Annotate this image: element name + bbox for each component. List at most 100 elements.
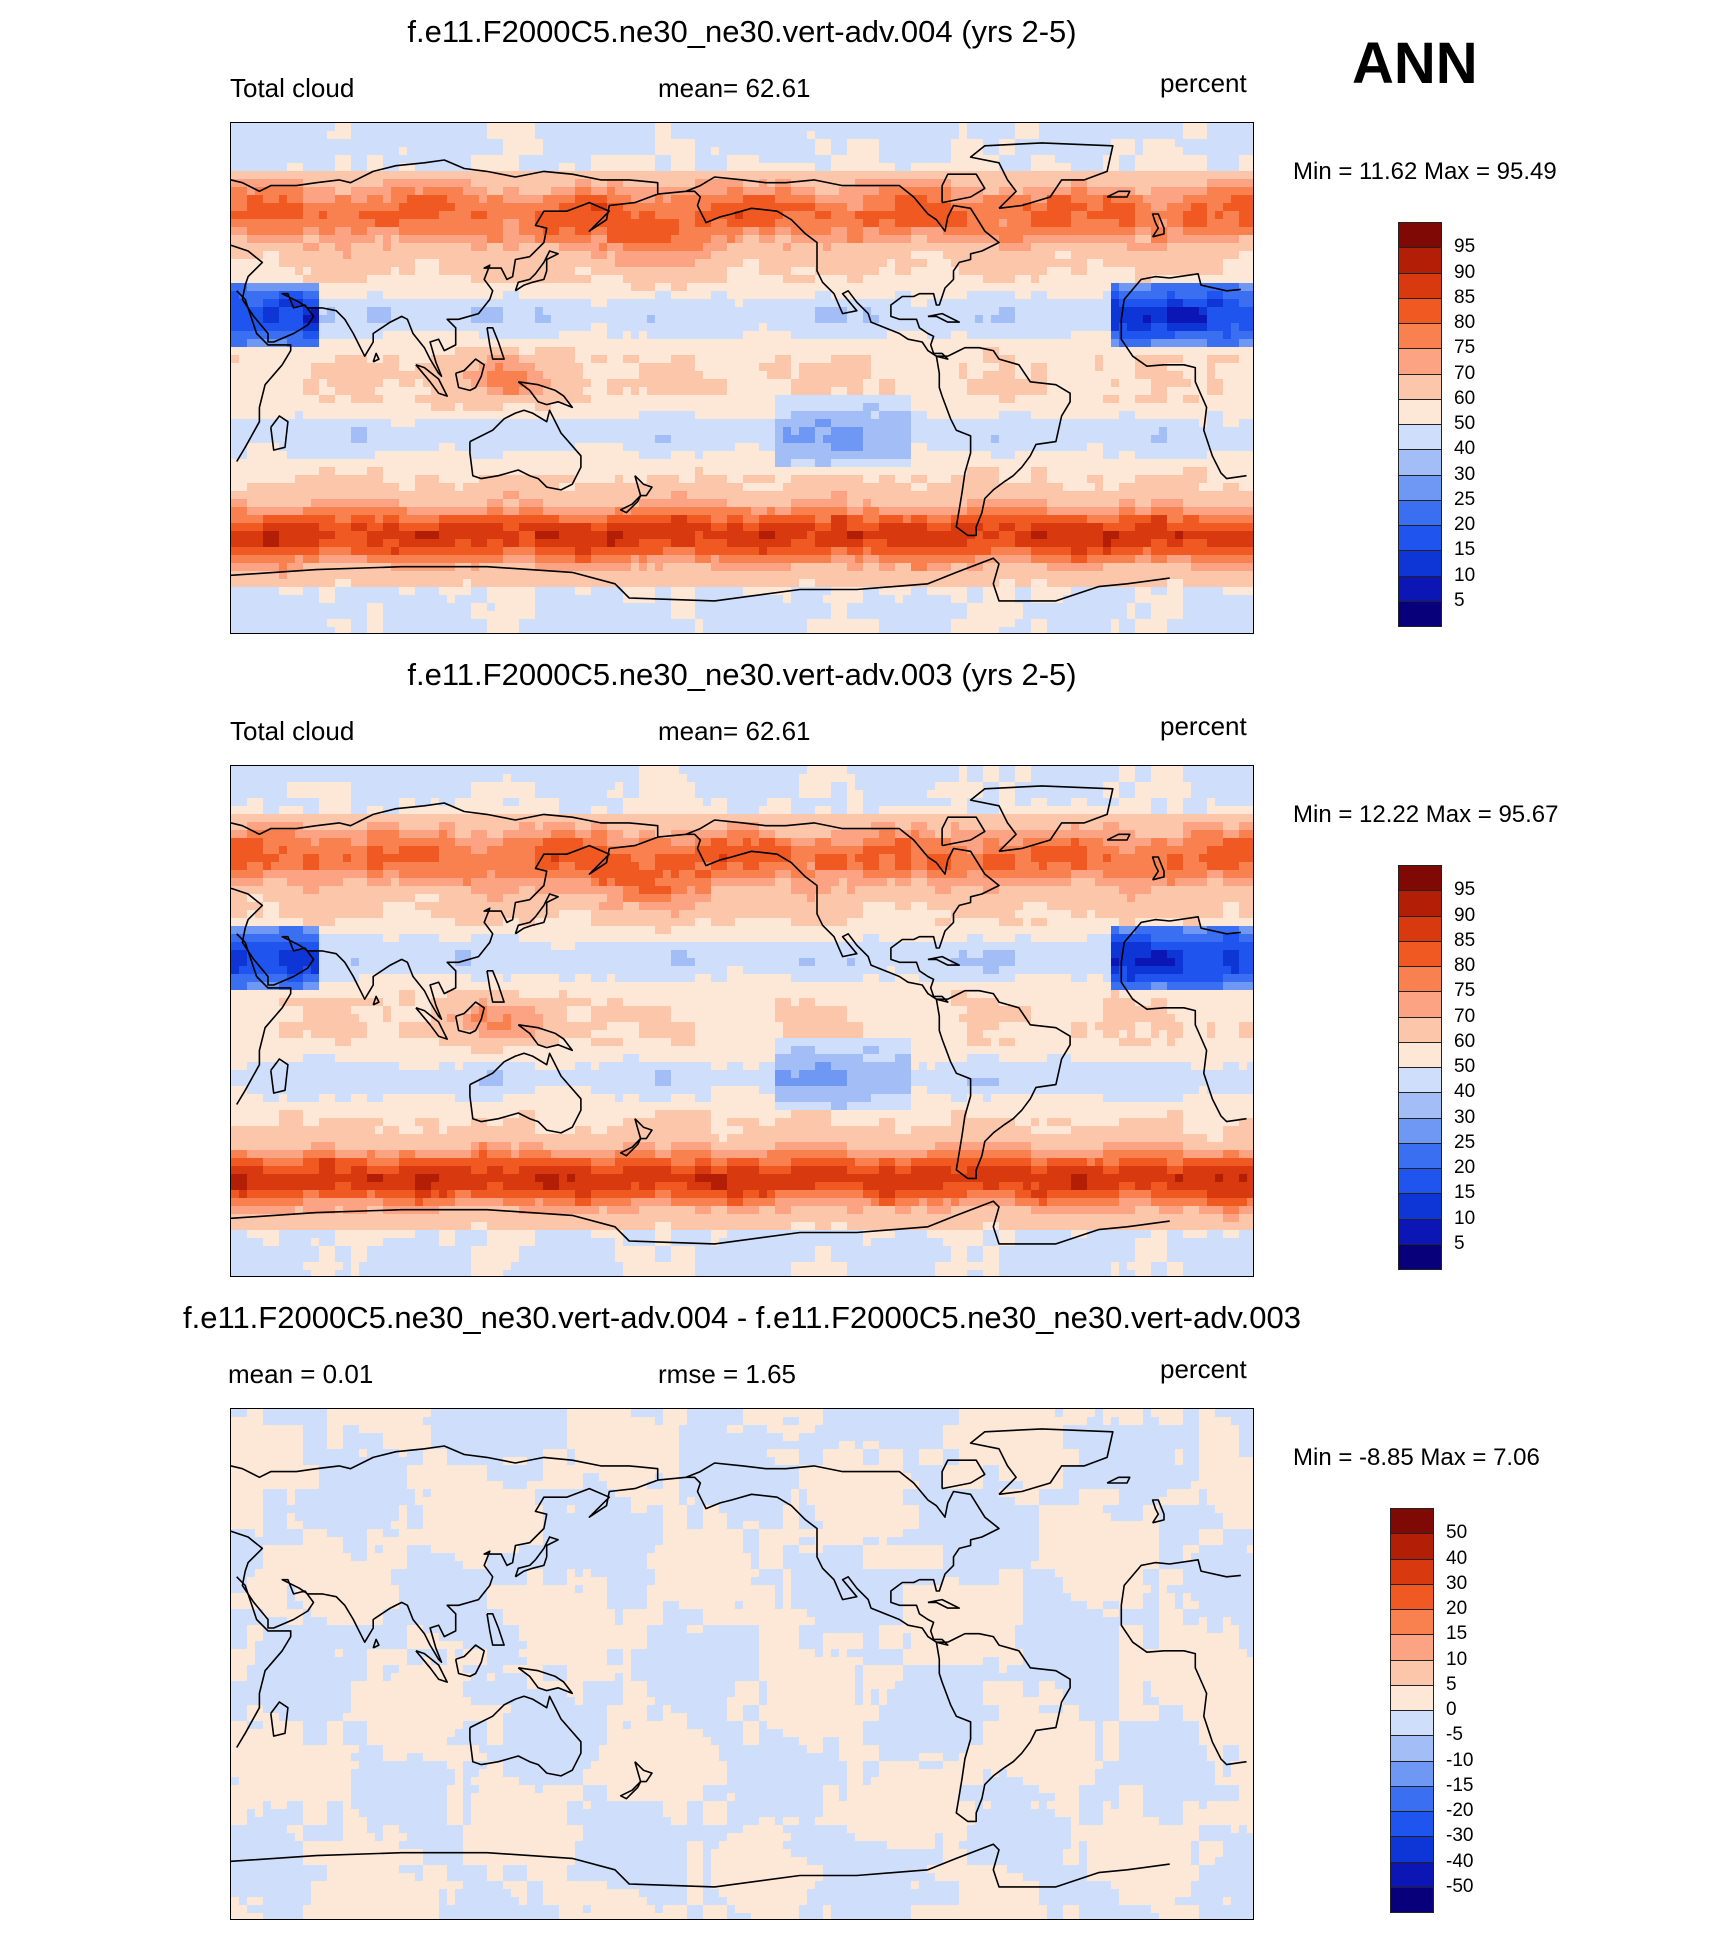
colorbar-tick-label: 5 — [1454, 590, 1465, 612]
colorbar-tick-label: 5 — [1446, 1674, 1457, 1696]
colorbar-tick-label: 20 — [1454, 1157, 1475, 1179]
colorbar-swatch — [1398, 398, 1442, 425]
colorbar-swatch — [1390, 1583, 1434, 1610]
coastline-path — [935, 346, 1071, 537]
coastline-path — [927, 1598, 960, 1609]
coastlines — [231, 142, 1247, 602]
colorbar-swatch — [1390, 1886, 1434, 1913]
map-canvas — [231, 123, 1253, 633]
colorbar-swatch — [1398, 550, 1442, 577]
panel-1-colorbar: 95 90 85 80 75 70 60 50 40 30 25 20 15 10 5 — [1398, 222, 1475, 627]
coastline-path — [517, 1024, 574, 1052]
colorbar-tick-label: 70 — [1454, 1006, 1475, 1028]
coastline-path — [236, 916, 1247, 1123]
panel-2-units-label: percent — [1160, 711, 1247, 742]
coastline-path — [372, 995, 380, 1006]
coastline-path — [469, 1695, 582, 1777]
coastline-path — [415, 364, 448, 397]
colorbar-swatch — [1390, 1634, 1434, 1661]
colorbar-tick-label: 20 — [1454, 514, 1475, 536]
coastline-path — [657, 819, 1000, 1003]
colorbar-swatch — [1390, 1659, 1434, 1686]
coastline-path — [969, 785, 1114, 853]
colorbar-tick-label: 15 — [1454, 539, 1475, 561]
coastline-path — [469, 1052, 582, 1134]
colorbar-tick-label: 50 — [1454, 413, 1475, 435]
colorbar-swatch — [1398, 915, 1442, 942]
colorbar-tick-label: 0 — [1446, 1699, 1457, 1721]
colorbar-swatch — [1398, 348, 1442, 375]
colorbar-swatch — [1398, 525, 1442, 552]
colorbar-swatch — [1390, 1735, 1434, 1762]
coastline-path — [486, 970, 505, 1003]
colorbar-swatch — [1390, 1760, 1434, 1787]
coastline-path — [935, 989, 1071, 1180]
colorbar-tick-label: 75 — [1454, 980, 1475, 1002]
colorbar-swatch — [1398, 373, 1442, 400]
coastline-path — [619, 495, 642, 514]
coastline-path — [941, 1459, 986, 1490]
colorbar-swatch — [1398, 1142, 1442, 1169]
panel-2-mean-label: mean= 62.61 — [658, 716, 811, 747]
colorbar-tick-label: 40 — [1454, 438, 1475, 460]
colorbar-tick-label: 25 — [1454, 1132, 1475, 1154]
colorbar-tick-label: 75 — [1454, 337, 1475, 359]
panel-3-map — [230, 1408, 1254, 1920]
coastline-path — [941, 173, 986, 204]
panel-1-title: f.e11.F2000C5.ne30_ne30.vert-adv.004 (yr… — [230, 14, 1254, 50]
coastline-path — [372, 352, 380, 363]
coastline-path — [514, 1536, 559, 1578]
colorbar-swatch — [1398, 600, 1442, 627]
colorbar-tick-label: 40 — [1446, 1548, 1467, 1570]
panel-3-mean-label: mean = 0.01 — [228, 1359, 373, 1390]
colorbar-tick-label: 50 — [1454, 1056, 1475, 1078]
coastline-path — [454, 1644, 485, 1678]
colorbar-tick-label: 95 — [1454, 879, 1475, 901]
colorbar-tick-label: -40 — [1446, 1851, 1473, 1873]
coastline-path — [415, 1007, 448, 1040]
coastline-path — [231, 802, 659, 1020]
panel-3-title: f.e11.F2000C5.ne30_ne30.vert-adv.004 - f… — [60, 1300, 1424, 1336]
colorbar-tick-label: 50 — [1446, 1522, 1467, 1544]
colorbar-swatch — [1398, 1193, 1442, 1220]
colorbar-swatch — [1390, 1533, 1434, 1560]
colorbar-swatch — [1398, 865, 1442, 892]
coastline-path — [514, 250, 559, 292]
colorbar-tick-label: -30 — [1446, 1825, 1473, 1847]
coastline-path — [619, 1781, 642, 1800]
colorbar-swatch — [1390, 1684, 1434, 1711]
coastline-path — [1151, 213, 1165, 238]
colorbar-swatch — [1398, 499, 1442, 526]
colorbar-swatch — [1398, 474, 1442, 501]
coastline-path — [935, 1632, 1071, 1823]
coastline-path — [927, 955, 960, 966]
coastline-path — [517, 381, 574, 409]
colorbar-swatch — [1398, 1092, 1442, 1119]
colorbar-tick-label: 80 — [1454, 955, 1475, 977]
panel-1-units-label: percent — [1160, 68, 1247, 99]
colorbar-swatch — [1398, 1016, 1442, 1043]
panel-2-minmax: Min = 12.22 Max = 95.67 — [1293, 801, 1559, 829]
colorbar-tick-label: -5 — [1446, 1724, 1463, 1746]
coastline-path — [969, 142, 1114, 210]
colorbar-swatch — [1390, 1609, 1434, 1636]
colorbar-swatch — [1390, 1811, 1434, 1838]
colorbar-swatch — [1398, 297, 1442, 324]
colorbar-tick-label: 70 — [1454, 363, 1475, 385]
colorbar-swatch — [1398, 272, 1442, 299]
colorbar-swatch — [1398, 424, 1442, 451]
colorbar-tick-label: 20 — [1446, 1598, 1467, 1620]
coastline-path — [231, 1843, 1170, 1888]
coastline-path — [270, 415, 289, 451]
coastline-path — [486, 1613, 505, 1646]
field-shading — [231, 766, 1253, 1276]
colorbar-tick-label: -10 — [1446, 1750, 1473, 1772]
panel-3-units-label: percent — [1160, 1354, 1247, 1385]
colorbar-swatch — [1398, 575, 1442, 602]
colorbar-tick-label: -15 — [1446, 1775, 1473, 1797]
coastline-path — [517, 1667, 574, 1695]
coastline-path — [231, 159, 659, 377]
panel-2-variable-label: Total cloud — [230, 716, 354, 747]
panel-3-rmse-label: rmse = 1.65 — [658, 1359, 796, 1390]
colorbar-tick-label: 85 — [1454, 930, 1475, 952]
